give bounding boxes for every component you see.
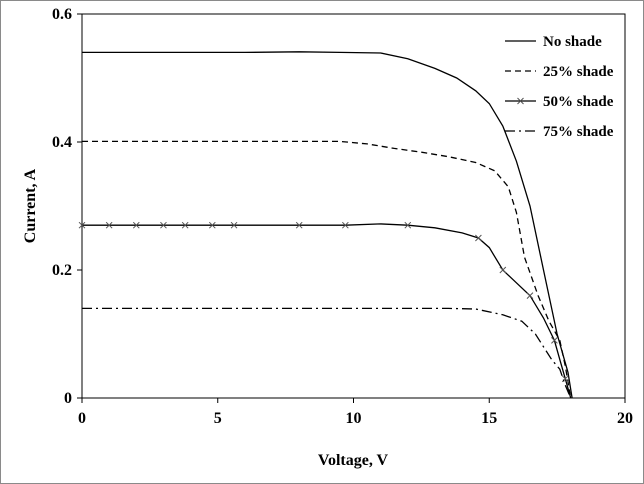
series-layer [78,51,573,399]
data-point-marker [181,221,189,229]
legend-label: 75% shade [543,124,614,140]
series-line-75pct-shade [82,307,572,399]
x-tick-label: 10 [346,410,362,427]
y-tick-label: 0.4 [52,134,72,151]
data-point-marker [517,97,524,105]
x-axis-title: Voltage, V [318,452,389,469]
data-point-marker [499,266,507,274]
legend-label: 25% shade [543,64,614,80]
y-tick-label: 0.2 [52,262,72,279]
series-no-shade [82,51,573,399]
data-point-marker [295,221,303,229]
legend-item-50pct-shade: 50% shade [505,94,614,110]
legend: No shade 25% shade 50% shade 75% shade [505,34,614,140]
legend-label: No shade [543,34,602,50]
y-tick-label: 0.6 [52,6,72,23]
series-line-50pct-shade [82,223,572,399]
x-tick-label: 0 [78,410,86,427]
series-75pct-shade [82,307,572,399]
legend-label: 50% shade [543,94,614,110]
series-25pct-shade [82,140,572,399]
data-point-marker [208,221,216,229]
x-tick-label: 15 [481,410,497,427]
y-tick-label: 0 [64,390,72,407]
data-point-marker [551,337,558,344]
data-point-marker [105,221,113,229]
x-tick-label: 20 [617,410,633,427]
data-point-marker [404,221,412,229]
legend-item-75pct-shade: 75% shade [505,124,614,140]
series-50pct-shade [78,221,572,399]
data-point-marker [526,292,534,299]
series-line-25pct-shade [82,140,572,399]
data-point-marker [230,221,238,229]
legend-item-25pct-shade: 25% shade [505,64,614,80]
data-point-marker [132,221,140,229]
data-point-marker [475,234,482,242]
y-axis-title: Current, A [22,168,39,243]
x-tick-label: 5 [214,410,222,427]
data-point-marker [160,221,167,229]
data-point-marker [78,221,86,229]
axis-ticks: 0 5 10 15 20 0 0.2 0.4 0.6 [52,6,633,427]
data-point-marker [342,221,349,229]
series-line-no-shade [82,51,573,399]
legend-item-no-shade: No shade [505,34,602,50]
